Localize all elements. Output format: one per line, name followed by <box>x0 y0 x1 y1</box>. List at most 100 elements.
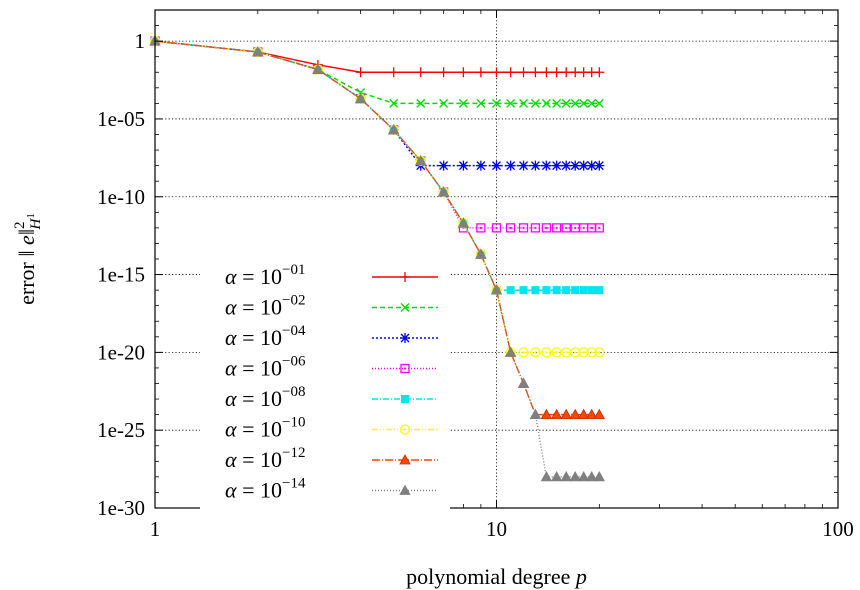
data-point <box>540 471 553 482</box>
data-point <box>552 286 561 295</box>
data-point <box>540 408 553 420</box>
data-point <box>594 98 604 108</box>
data-point <box>505 223 516 233</box>
data-point <box>458 67 469 78</box>
legend-entry: α = 10−12 <box>225 445 438 472</box>
data-point <box>593 408 605 420</box>
legend-label: α = 10−14 <box>225 476 306 503</box>
legend-entry: α = 10−01 <box>225 262 438 289</box>
data-point <box>355 67 366 78</box>
data-point <box>550 471 563 482</box>
y-tick-label: 1e-10 <box>97 185 145 209</box>
data-point <box>490 284 503 295</box>
data-point <box>586 160 597 171</box>
data-point <box>560 471 572 482</box>
data-point <box>531 286 540 295</box>
legend-entry: α = 10−04 <box>225 323 438 350</box>
x-axis-label-variable: p <box>574 564 587 589</box>
legend-marker <box>400 363 410 374</box>
data-point <box>551 160 562 171</box>
data-point <box>518 347 529 358</box>
x-tick-label: 10 <box>486 517 507 541</box>
data-point <box>541 67 552 78</box>
legend-marker <box>400 333 410 343</box>
data-point <box>505 67 516 78</box>
data-point <box>560 408 572 420</box>
data-point <box>476 223 486 233</box>
legend-entry: α = 10−06 <box>225 354 438 381</box>
legend-label: α = 10−06 <box>225 354 306 381</box>
data-point <box>561 67 572 78</box>
legend-entry: α = 10−02 <box>225 293 438 320</box>
data-point <box>252 46 264 57</box>
data-point <box>562 286 571 295</box>
data-point <box>530 347 541 358</box>
data-point <box>439 98 449 108</box>
y-tick-label: 1e-25 <box>97 418 145 442</box>
data-point <box>475 248 487 259</box>
data-point <box>415 155 427 166</box>
data-point <box>561 160 572 171</box>
data-point <box>506 98 516 108</box>
data-point <box>551 223 562 233</box>
legend-label: α = 10−04 <box>225 323 306 350</box>
data-point <box>541 223 552 233</box>
data-point <box>594 347 605 358</box>
data-point <box>312 63 324 74</box>
data-point <box>541 160 552 171</box>
data-point <box>475 67 486 78</box>
data-point <box>530 223 541 233</box>
data-point <box>541 98 551 108</box>
data-point <box>475 160 486 171</box>
data-point <box>577 471 590 482</box>
data-point <box>438 67 449 78</box>
data-point <box>506 286 515 295</box>
x-tick-label: 1 <box>150 517 161 541</box>
data-point <box>492 98 501 108</box>
legend-entry: α = 10−14 <box>225 476 438 503</box>
data-point <box>504 346 517 357</box>
data-point <box>569 471 581 482</box>
series-3 <box>150 36 604 233</box>
data-point <box>586 408 598 420</box>
y-tick-label: 1e-20 <box>97 340 145 364</box>
data-point <box>415 67 426 78</box>
data-point <box>593 471 605 482</box>
y-tick-label: 1 <box>135 29 146 53</box>
data-point <box>416 98 426 108</box>
data-point <box>491 160 502 171</box>
data-point <box>518 160 529 171</box>
axes <box>154 9 839 509</box>
data-point <box>595 286 604 295</box>
data-point <box>530 67 541 78</box>
data-point <box>577 408 590 420</box>
data-point <box>550 408 563 420</box>
y-axis-label: error ‖ e‖2H1 <box>12 213 44 305</box>
legend: α = 10−01 α = 10−02 α = 10−04 α = 10−06 α = … <box>200 262 450 512</box>
data-point <box>578 160 589 171</box>
grid-lines <box>155 10 838 508</box>
data-point <box>388 123 400 135</box>
data-point <box>519 98 528 108</box>
data-point <box>518 67 529 78</box>
data-point <box>587 98 597 108</box>
data-point <box>571 286 580 295</box>
data-point <box>594 223 604 233</box>
data-point <box>579 98 589 108</box>
legend-marker <box>401 395 409 403</box>
data-point <box>551 67 562 78</box>
legend-label: α = 10−08 <box>225 384 305 411</box>
data-point <box>542 286 551 295</box>
y-axis-label-text: error ‖ <box>14 250 39 304</box>
data-point <box>458 160 469 171</box>
series-line <box>154 40 600 229</box>
data-point <box>561 223 571 233</box>
legend-marker <box>399 484 411 495</box>
data-point <box>570 67 581 78</box>
legend-label: α = 10−02 <box>225 293 305 320</box>
data-point <box>505 160 516 171</box>
series-0 <box>150 36 605 78</box>
data-point <box>458 98 468 108</box>
